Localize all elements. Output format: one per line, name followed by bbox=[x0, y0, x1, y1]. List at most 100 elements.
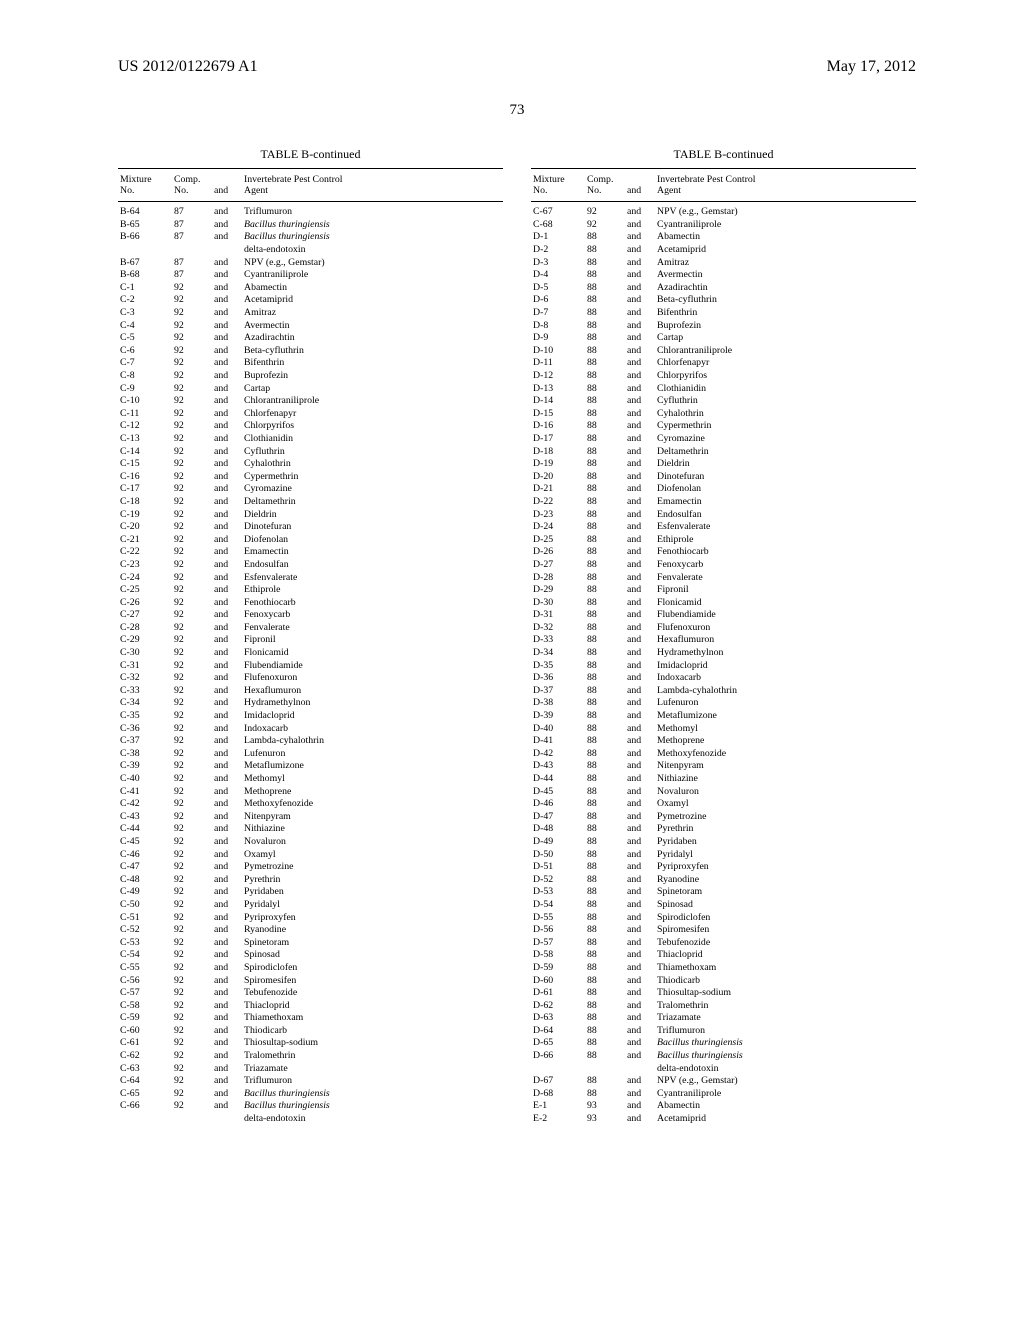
cell-and: and bbox=[625, 949, 655, 962]
cell-agent: Ethiprole bbox=[242, 583, 503, 596]
cell-agent: Dieldrin bbox=[655, 457, 916, 470]
cell-comp-no: 92 bbox=[172, 999, 212, 1012]
cell-comp-no: 92 bbox=[172, 520, 212, 533]
table-row: D-1388andClothianidin bbox=[531, 382, 916, 395]
table-row: C-6892andCyantraniliprole bbox=[531, 218, 916, 231]
cell-comp-no: 92 bbox=[172, 495, 212, 508]
cell-mixture-no: C-35 bbox=[118, 709, 172, 722]
table-row: D-5988andThiamethoxam bbox=[531, 961, 916, 974]
cell-mixture-no: D-4 bbox=[531, 268, 585, 281]
cell-and: and bbox=[212, 520, 242, 533]
table-row: D-6388andTriazamate bbox=[531, 1012, 916, 1025]
cell-and: and bbox=[625, 810, 655, 823]
cell-agent: Bacillus thuringiensis bbox=[242, 1087, 503, 1100]
cell-and: and bbox=[212, 797, 242, 810]
table-row: C-4692andOxamyl bbox=[118, 848, 503, 861]
cell-comp-no: 88 bbox=[585, 860, 625, 873]
table-row: D-6488andTriflumuron bbox=[531, 1024, 916, 1037]
table-row: C-1192andChlorfenapyr bbox=[118, 407, 503, 420]
table-row: C-1592andCyhalothrin bbox=[118, 457, 503, 470]
cell-mixture-no: C-16 bbox=[118, 470, 172, 483]
cell-comp-no: 87 bbox=[172, 231, 212, 244]
cell-agent: Chlorpyrifos bbox=[655, 369, 916, 382]
table-row: C-5092andPyridalyl bbox=[118, 898, 503, 911]
cell-and: and bbox=[625, 394, 655, 407]
cell-comp-no: 92 bbox=[172, 974, 212, 987]
cell-and: and bbox=[625, 596, 655, 609]
cell-mixture-no: D-60 bbox=[531, 974, 585, 987]
cell-agent: Pymetrozine bbox=[242, 860, 503, 873]
cell-mixture-no: D-27 bbox=[531, 558, 585, 571]
cell-comp-no: 92 bbox=[172, 470, 212, 483]
cell-agent: Triflumuron bbox=[242, 206, 503, 219]
table-row: D-4488andNithiazine bbox=[531, 772, 916, 785]
table-row: B-6587andBacillus thuringiensis bbox=[118, 218, 503, 231]
cell-comp-no: 88 bbox=[585, 508, 625, 521]
cell-and: and bbox=[212, 936, 242, 949]
table-row: delta-endotoxin bbox=[118, 1112, 503, 1125]
cell-comp-no: 92 bbox=[172, 306, 212, 319]
table-row: C-3592andImidacloprid bbox=[118, 709, 503, 722]
table-row: D-1588andCyhalothrin bbox=[531, 407, 916, 420]
cell-mixture-no: D-64 bbox=[531, 1024, 585, 1037]
table-row: C-4292andMethoxyfenozide bbox=[118, 797, 503, 810]
table-row: C-292andAcetamiprid bbox=[118, 294, 503, 307]
cell-and: and bbox=[625, 634, 655, 647]
cell-agent: Flonicamid bbox=[242, 646, 503, 659]
cell-mixture-no: C-25 bbox=[118, 583, 172, 596]
cell-mixture-no: D-8 bbox=[531, 319, 585, 332]
cell-and: and bbox=[625, 357, 655, 370]
cell-and: and bbox=[625, 470, 655, 483]
cell-mixture-no: C-10 bbox=[118, 394, 172, 407]
cell-comp-no: 92 bbox=[172, 986, 212, 999]
cell-and: and bbox=[625, 911, 655, 924]
table-row: C-5292andRyanodine bbox=[118, 923, 503, 936]
cell-agent: Imidacloprid bbox=[655, 659, 916, 672]
cell-mixture-no: C-13 bbox=[118, 432, 172, 445]
table-row: C-892andBuprofezin bbox=[118, 369, 503, 382]
cell-agent: Triflumuron bbox=[655, 1024, 916, 1037]
cell-and: and bbox=[212, 898, 242, 911]
cell-comp-no: 88 bbox=[585, 810, 625, 823]
cell-mixture-no: D-33 bbox=[531, 634, 585, 647]
cell-mixture-no: D-67 bbox=[531, 1074, 585, 1087]
table-row: D-2588andEthiprole bbox=[531, 533, 916, 546]
cell-comp-no: 88 bbox=[585, 432, 625, 445]
table-row: D-4288andMethoxyfenozide bbox=[531, 747, 916, 760]
cell-agent: Chlorantraniliprole bbox=[242, 394, 503, 407]
cell-mixture-no: D-49 bbox=[531, 835, 585, 848]
cell-agent: Flonicamid bbox=[655, 596, 916, 609]
cell-agent: Spinetoram bbox=[242, 936, 503, 949]
cell-mixture-no: D-41 bbox=[531, 734, 585, 747]
table-row: C-1692andCypermethrin bbox=[118, 470, 503, 483]
cell-mixture-no: C-21 bbox=[118, 533, 172, 546]
table-row: D-6088andThiodicarb bbox=[531, 974, 916, 987]
cell-and: and bbox=[212, 596, 242, 609]
table-row: C-4192andMethoprene bbox=[118, 785, 503, 798]
cell-and: and bbox=[212, 1049, 242, 1062]
table-row: C-6292andTralomethrin bbox=[118, 1049, 503, 1062]
cell-agent: Ethiprole bbox=[655, 533, 916, 546]
table-caption-right: TABLE B-continued bbox=[531, 147, 916, 162]
cell-mixture-no: C-39 bbox=[118, 760, 172, 773]
cell-comp-no: 92 bbox=[172, 1100, 212, 1113]
cell-mixture-no: D-55 bbox=[531, 911, 585, 924]
cell-comp-no: 92 bbox=[172, 596, 212, 609]
cell-comp-no: 92 bbox=[172, 734, 212, 747]
cell-agent: Pyriproxyfen bbox=[655, 860, 916, 873]
col-header-mixture: MixtureNo. bbox=[118, 169, 172, 202]
cell-comp-no: 92 bbox=[172, 1049, 212, 1062]
col-header-and: and bbox=[212, 169, 242, 202]
cell-and: and bbox=[625, 936, 655, 949]
table-row: D-4188andMethoprene bbox=[531, 734, 916, 747]
cell-mixture-no: C-19 bbox=[118, 508, 172, 521]
cell-comp-no: 88 bbox=[585, 596, 625, 609]
cell-and: and bbox=[625, 218, 655, 231]
cell-and: and bbox=[625, 873, 655, 886]
cell-and: and bbox=[625, 268, 655, 281]
cell-agent: Oxamyl bbox=[242, 848, 503, 861]
col-header-and: and bbox=[625, 169, 655, 202]
cell-comp-no: 92 bbox=[172, 1062, 212, 1075]
cell-mixture-no: D-22 bbox=[531, 495, 585, 508]
cell-comp-no: 92 bbox=[172, 457, 212, 470]
